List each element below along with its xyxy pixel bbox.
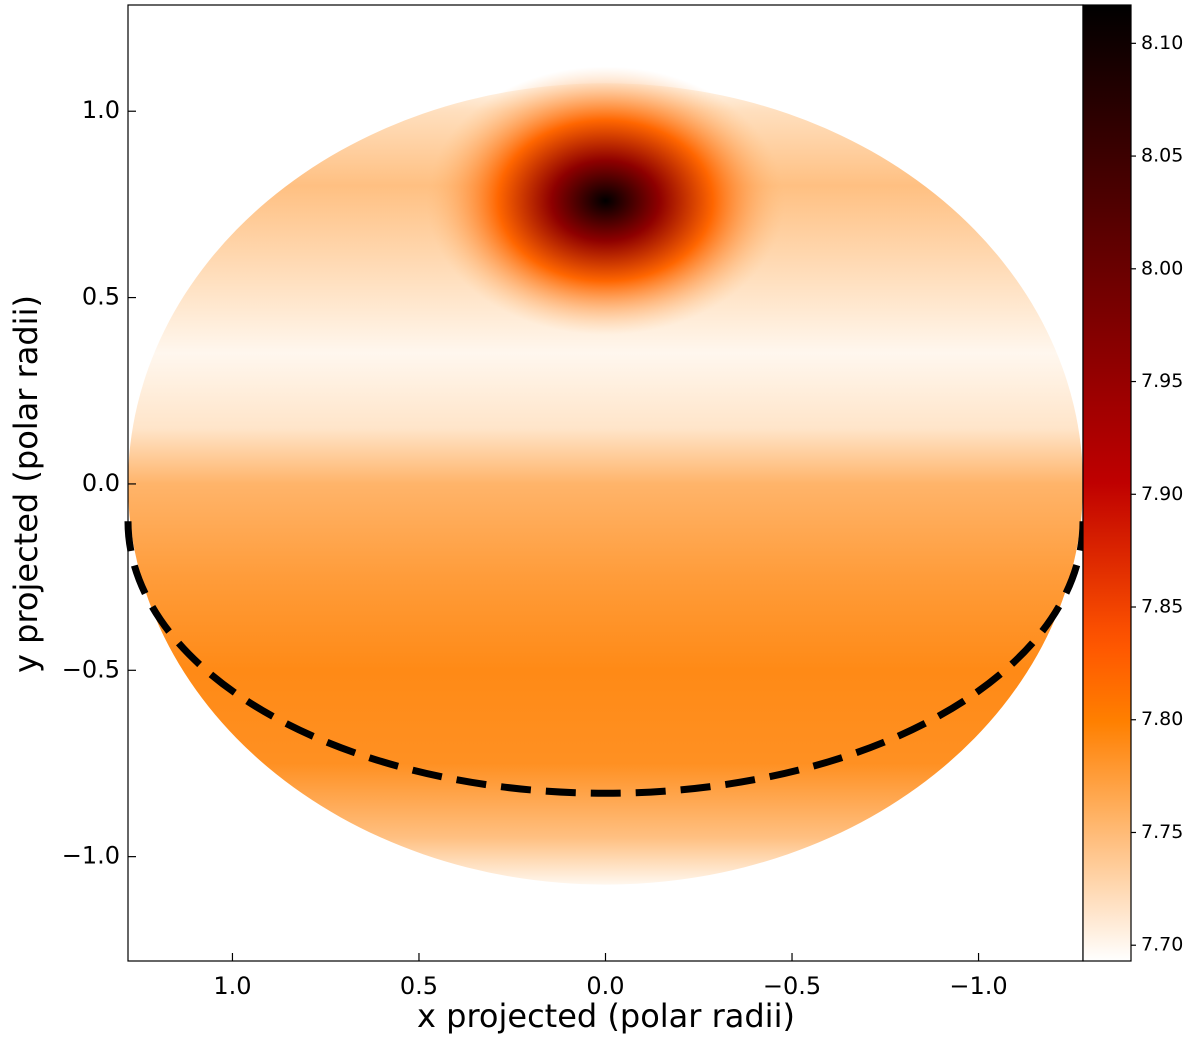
y-axis-label: y projected (polar radii) [7, 295, 45, 673]
x-tick-label: 0.5 [400, 972, 438, 1000]
y-tick-label: 0.0 [82, 469, 120, 497]
y-tick-label: 1.0 [82, 96, 120, 124]
colorbar-tick-label: 8.10 [1141, 32, 1183, 54]
colorbar-tick-label: 8.00 [1141, 257, 1183, 279]
colorbar-tick-label: 7.90 [1141, 483, 1183, 505]
colorbar-tick-label: 7.70 [1141, 934, 1183, 956]
x-tick-label: −1.0 [949, 972, 1007, 1000]
x-tick-label: 1.0 [213, 972, 251, 1000]
y-tick-label: −0.5 [62, 655, 120, 683]
colorbar-tick-label: 7.80 [1141, 708, 1183, 730]
x-axis-label: x projected (polar radii) [417, 997, 795, 1035]
colorbar-tick-label: 8.05 [1141, 145, 1183, 167]
x-tick-label: 0.0 [586, 972, 624, 1000]
equator-line [124, 521, 1087, 797]
star-disk [128, 83, 1083, 885]
y-tick-label: 0.5 [82, 283, 120, 311]
colorbar-tick-label: 7.75 [1141, 821, 1183, 843]
hot-spot [426, 66, 785, 335]
colorbar-tick-label: 7.95 [1141, 370, 1183, 392]
y-tick-label: −1.0 [62, 842, 120, 870]
colorbar-tick-label: 7.85 [1141, 596, 1183, 618]
x-tick-label: −0.5 [763, 972, 821, 1000]
colorbar [1082, 4, 1132, 962]
